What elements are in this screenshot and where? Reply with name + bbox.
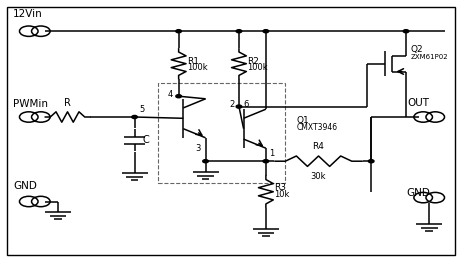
Circle shape <box>368 160 373 163</box>
Circle shape <box>175 95 181 98</box>
Circle shape <box>131 115 137 119</box>
Text: 100k: 100k <box>187 63 207 72</box>
Text: Q1: Q1 <box>296 116 309 125</box>
Circle shape <box>236 30 241 33</box>
Text: 30k: 30k <box>310 172 325 181</box>
Circle shape <box>202 160 208 163</box>
Text: R4: R4 <box>312 142 324 151</box>
Text: 10k: 10k <box>274 190 289 199</box>
Circle shape <box>402 30 408 33</box>
Text: 5: 5 <box>139 105 144 114</box>
Circle shape <box>175 30 181 33</box>
Text: GND: GND <box>13 181 37 191</box>
Text: 4: 4 <box>168 90 173 99</box>
Text: 1: 1 <box>269 149 274 158</box>
Circle shape <box>263 160 268 163</box>
Text: ZXM61P02: ZXM61P02 <box>410 54 447 60</box>
Circle shape <box>236 105 241 108</box>
Text: 100k: 100k <box>247 63 267 72</box>
Circle shape <box>263 30 268 33</box>
Text: PWMin: PWMin <box>13 99 48 109</box>
Text: GND: GND <box>405 188 429 198</box>
Text: OUT: OUT <box>407 98 428 107</box>
Text: R1: R1 <box>187 57 199 66</box>
Text: R: R <box>64 99 70 108</box>
Text: 2: 2 <box>229 100 234 109</box>
Text: R2: R2 <box>247 57 259 66</box>
Text: 6: 6 <box>243 100 249 109</box>
Text: 12Vin: 12Vin <box>13 9 43 19</box>
Text: CMXT3946: CMXT3946 <box>296 124 338 132</box>
Bar <box>157 83 285 183</box>
Text: R3: R3 <box>274 183 286 192</box>
Text: 3: 3 <box>195 144 200 153</box>
Text: C: C <box>143 135 150 145</box>
Text: Q2: Q2 <box>410 45 422 54</box>
